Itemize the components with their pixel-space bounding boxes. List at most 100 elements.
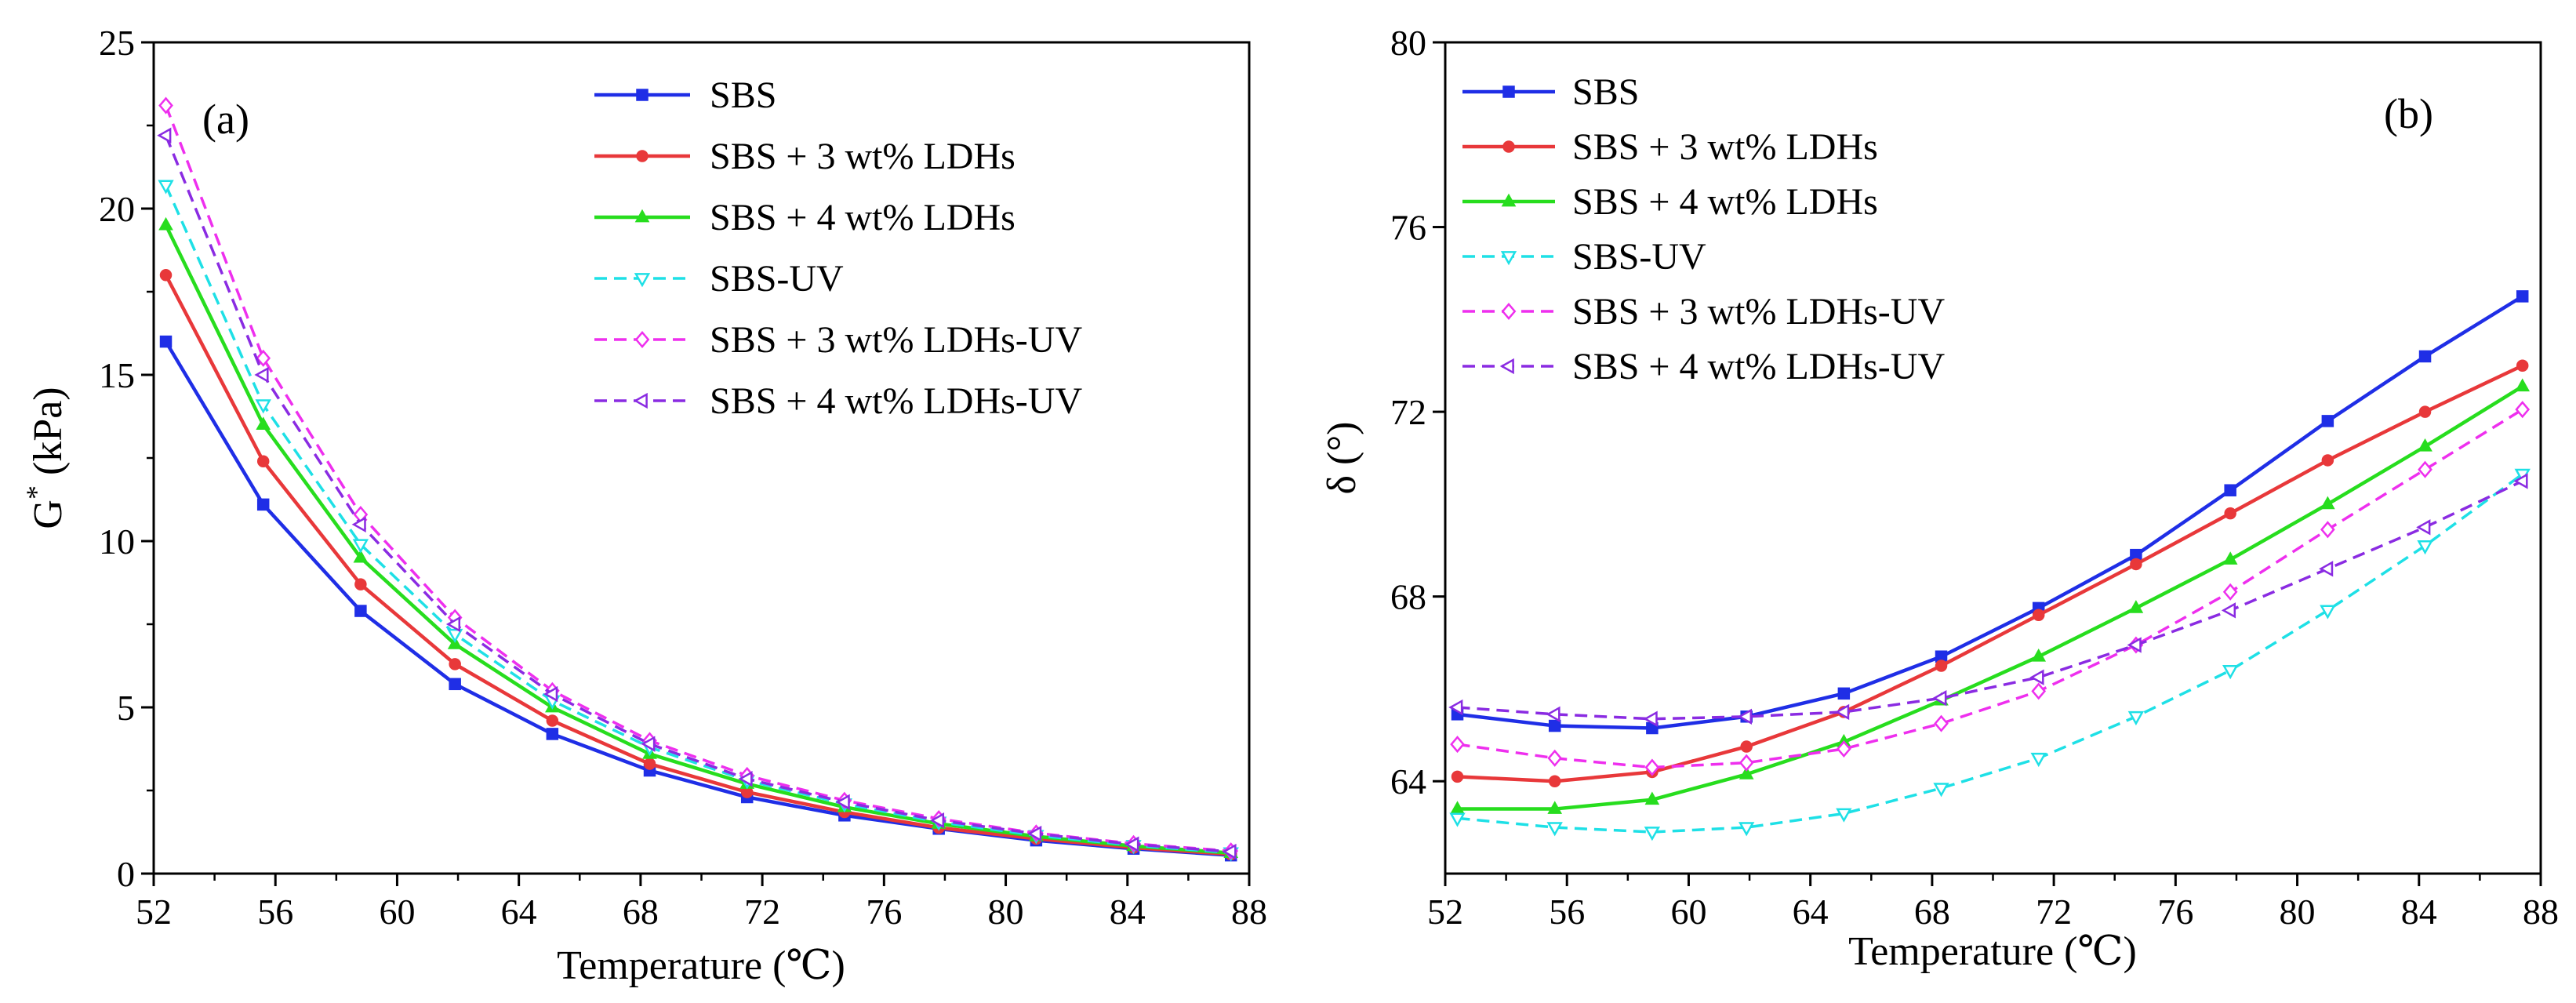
- y-axis-title-sup: *: [20, 485, 52, 500]
- y-tick-label: 5: [117, 688, 135, 728]
- data-point: [159, 269, 173, 282]
- data-point: [2320, 605, 2336, 620]
- y-tick-label: 0: [117, 854, 135, 894]
- data-point: [1449, 812, 1466, 827]
- data-point: [1547, 749, 1563, 767]
- legend-label: SBS-UV: [710, 258, 844, 300]
- legend-label: SBS + 3 wt% LDHs: [1572, 126, 1878, 168]
- data-point: [1835, 703, 1850, 721]
- data-point: [1739, 754, 1754, 772]
- y-axis-title: δ (°): [1320, 422, 1364, 495]
- data-point: [2032, 609, 2045, 621]
- series-sbs-uv: [158, 180, 1239, 862]
- data-point: [159, 335, 173, 348]
- legend-marker: [636, 150, 649, 162]
- data-point: [1935, 660, 1948, 672]
- series-sbs-4-wt-ldhs-uv: [157, 127, 1237, 860]
- data-point: [1643, 710, 1658, 727]
- data-point: [256, 455, 270, 467]
- data-point: [1644, 827, 1661, 841]
- data-point: [2515, 378, 2531, 392]
- series-line: [164, 104, 1231, 852]
- data-point: [546, 714, 559, 727]
- legend-marker: [634, 273, 651, 288]
- series-line: [164, 135, 1231, 853]
- data-point: [1644, 758, 1660, 776]
- data-point: [256, 416, 271, 430]
- panel-label: (a): [202, 96, 249, 143]
- data-point: [2127, 710, 2145, 726]
- y-axis-title: G* (kPa): [20, 387, 71, 529]
- series-line: [164, 274, 1231, 856]
- data-point: [643, 758, 656, 770]
- legend-label: SBS + 3 wt% LDHs-UV: [1572, 291, 1945, 333]
- legend-marker: [636, 89, 649, 101]
- x-tick-label: 52: [1427, 892, 1463, 932]
- data-point: [2418, 460, 2432, 478]
- data-point: [2516, 290, 2529, 303]
- data-point: [1837, 687, 1851, 700]
- x-tick-label: 68: [623, 892, 659, 932]
- data-point: [1739, 766, 1754, 780]
- data-point: [446, 628, 463, 644]
- series-sbs-4-wt-ldhs-uv: [1448, 473, 2528, 727]
- y-axis-title-unit: (kPa): [26, 387, 71, 485]
- x-tick-label: 68: [1914, 892, 1950, 932]
- legend-marker: [1500, 251, 1517, 266]
- data-point: [543, 685, 558, 703]
- x-tick-label: 80: [988, 892, 1024, 932]
- x-tick-label: 56: [1549, 892, 1585, 932]
- x-tick-label: 84: [1110, 892, 1146, 932]
- x-tick-label: 52: [136, 892, 172, 932]
- data-point: [352, 539, 369, 554]
- legend-marker: [1501, 302, 1517, 321]
- chart-panel-a: 52 56 60 64 68 72 76 80 84 88 0 5 10 15 20 25 Temperatur…: [20, 23, 1267, 988]
- legend-label: SBS-UV: [1572, 236, 1706, 278]
- data-point: [1546, 706, 1560, 723]
- legend-marker: [634, 330, 650, 349]
- data-point: [546, 728, 559, 740]
- y-tick-label: 20: [99, 189, 135, 229]
- x-tick-label: 60: [379, 892, 415, 932]
- data-point: [158, 216, 173, 231]
- data-point: [641, 736, 656, 752]
- x-tick-label: 88: [1231, 892, 1267, 932]
- data-point: [1125, 836, 1139, 852]
- data-point: [1740, 740, 1753, 753]
- data-point: [351, 516, 366, 532]
- data-point: [1836, 808, 1852, 823]
- data-point: [1451, 770, 1464, 783]
- data-point: [2515, 401, 2531, 419]
- panel-label: (b): [2384, 90, 2433, 137]
- series-line: [1457, 294, 2523, 730]
- series-line: [1457, 364, 2523, 783]
- data-point: [2221, 602, 2236, 619]
- legend-marker: [1501, 193, 1517, 207]
- data-point: [2030, 752, 2047, 768]
- data-point: [158, 180, 174, 194]
- data-point: [2416, 519, 2431, 536]
- data-point: [255, 399, 271, 414]
- data-point: [738, 770, 753, 787]
- data-point: [2224, 484, 2236, 496]
- series-line: [1457, 408, 2523, 769]
- legend-label: SBS + 4 wt% LDHs: [710, 197, 1016, 238]
- data-point: [1837, 740, 1851, 758]
- data-point: [2320, 521, 2335, 539]
- data-point: [2321, 454, 2334, 467]
- series-sbs-3-wt-ldhs-uv: [1450, 401, 2531, 776]
- x-axis-title: Temperature (℃): [557, 943, 845, 988]
- y-tick-label: 10: [99, 521, 135, 561]
- data-point: [2516, 359, 2529, 372]
- chart-panel-b: 52 56 60 64 68 72 76 80 84 88 64 68 72 76 80 Temperatur…: [1320, 23, 2559, 974]
- x-tick-label: 64: [1793, 892, 1829, 932]
- x-axis-title: Temperature (℃): [1848, 929, 2137, 974]
- y-tick-label: 64: [1390, 761, 1426, 801]
- x-tick-label: 60: [1670, 892, 1706, 932]
- x-tick-label: 72: [744, 892, 780, 932]
- series-line: [164, 184, 1231, 855]
- legend-marker: [634, 209, 650, 223]
- data-point: [353, 549, 369, 563]
- data-point: [1450, 736, 1465, 754]
